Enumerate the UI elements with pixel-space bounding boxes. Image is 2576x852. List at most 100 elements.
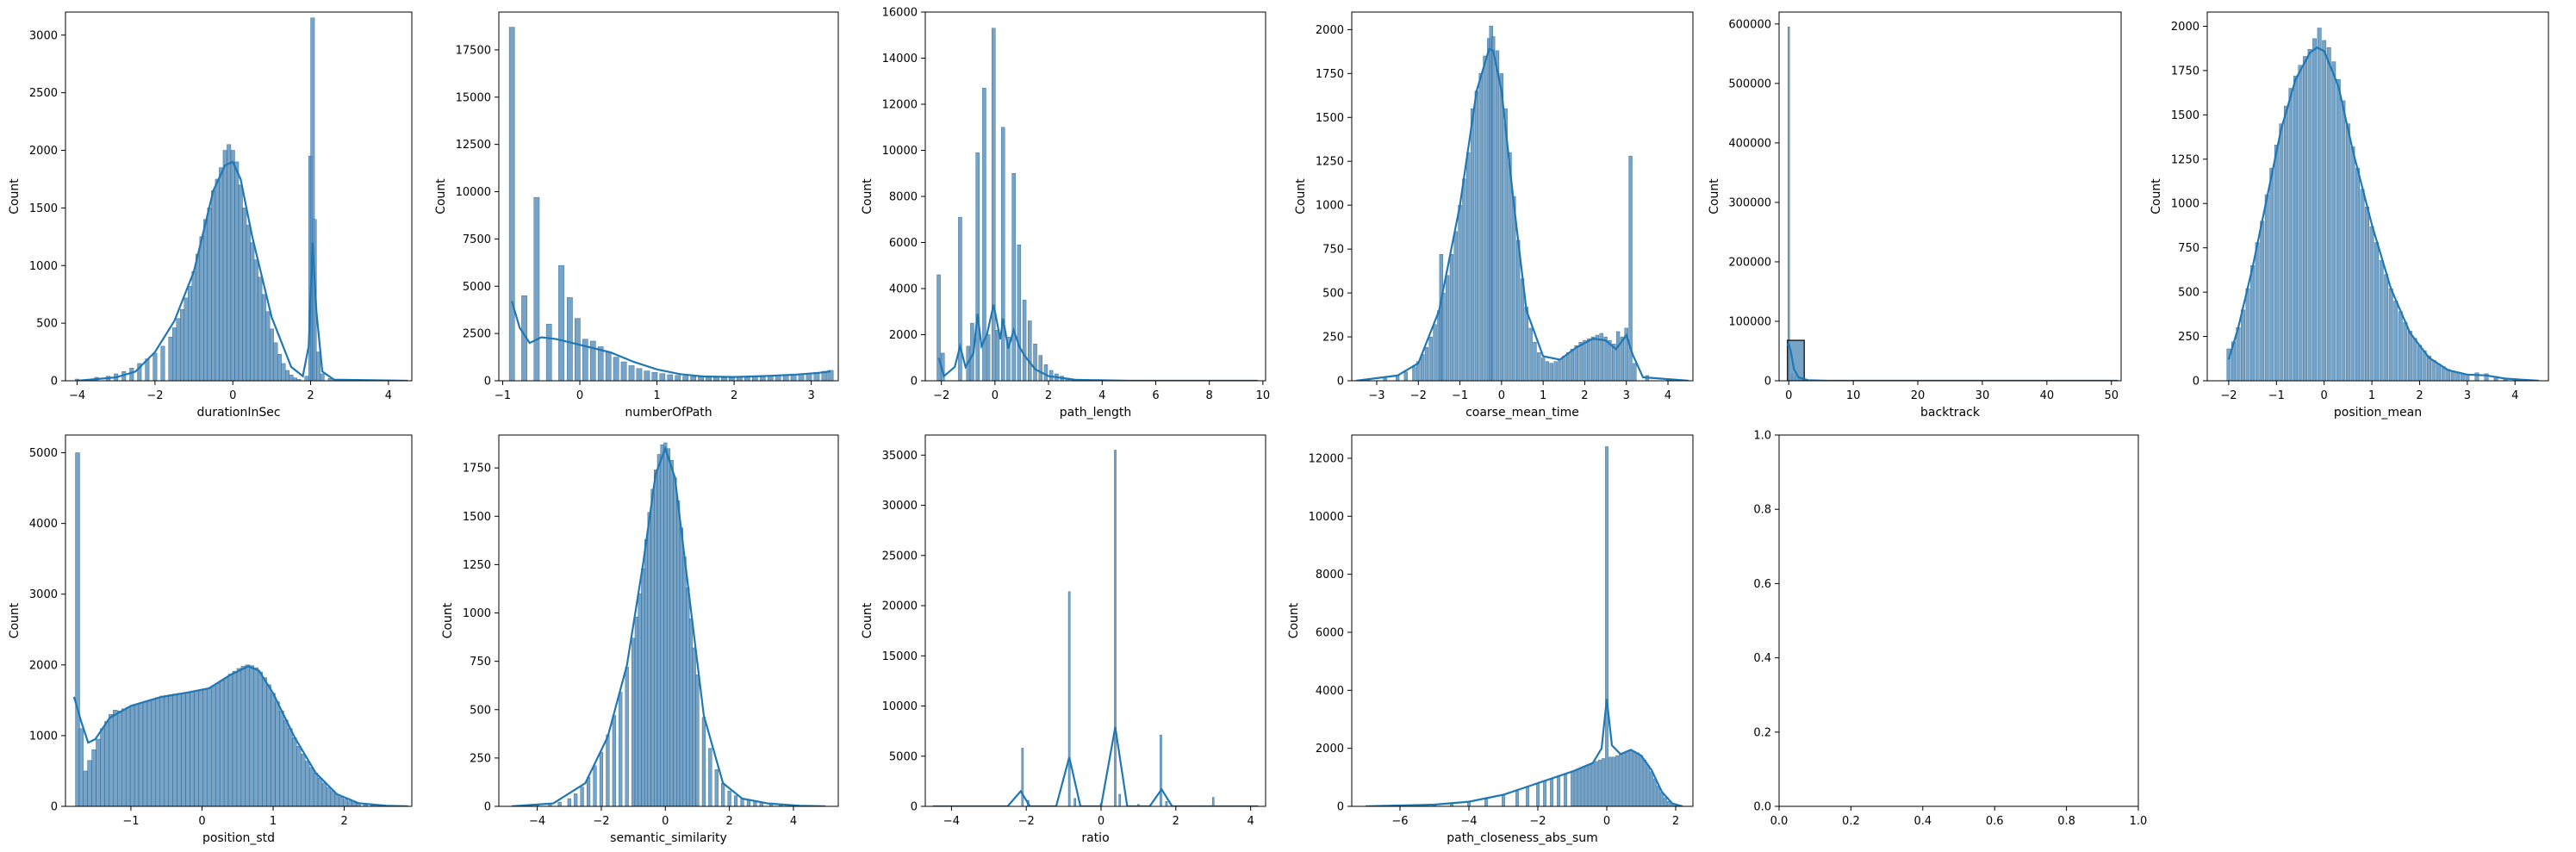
x-tick-label: 50 — [2104, 389, 2119, 402]
y-tick-label: 2000 — [889, 329, 918, 342]
histogram-bar — [1424, 347, 1429, 381]
histogram-bar — [574, 793, 578, 806]
histogram-bar — [2255, 242, 2260, 381]
histogram-bar — [619, 692, 623, 806]
histogram-bar — [986, 334, 991, 381]
histogram-bar — [634, 616, 638, 806]
histogram-bar — [151, 699, 157, 806]
y-tick-label: 0 — [484, 801, 491, 814]
x-tick-label: 2 — [1173, 815, 1179, 828]
kde-curve — [77, 160, 408, 381]
histogram-bar — [567, 297, 573, 381]
histogram-bar — [1578, 341, 1583, 381]
histogram-bar — [2374, 242, 2380, 381]
histogram-bar — [2274, 145, 2279, 381]
histogram-bar — [2293, 75, 2298, 381]
y-tick-label: 10000 — [882, 145, 918, 158]
histogram-bar — [2407, 331, 2412, 381]
y-tick-label: 4000 — [29, 518, 58, 531]
histogram-bar — [1503, 108, 1508, 381]
y-tick-label: 600000 — [1728, 18, 1771, 31]
x-tick-label: −4 — [69, 389, 85, 402]
histogram-bar — [142, 701, 148, 806]
histogram-bar — [744, 376, 750, 381]
histogram-bar — [288, 728, 293, 806]
x-tick-label: 30 — [1976, 389, 1990, 402]
histogram-bar — [2326, 47, 2331, 381]
y-tick-label: 0 — [1764, 376, 1771, 389]
histogram-bar — [688, 619, 694, 806]
y-tick-label: 4000 — [889, 283, 918, 296]
x-tick-label: −1 — [1452, 389, 1468, 402]
histogram-bar — [207, 208, 212, 381]
histogram-bar — [647, 512, 651, 806]
histogram-bar — [625, 667, 629, 806]
histogram-bar — [2307, 49, 2312, 381]
y-tick-label: 2000 — [29, 145, 58, 158]
histogram-bar — [1453, 231, 1458, 381]
histogram-bar — [690, 376, 696, 381]
x-tick-label: 10 — [1846, 389, 1861, 402]
y-tick-label: 0 — [1337, 801, 1344, 814]
histogram-bar — [1449, 254, 1454, 381]
x-tick-label: 2 — [731, 389, 737, 402]
histogram-bar — [1165, 800, 1168, 806]
histogram-bar — [1591, 762, 1595, 806]
x-tick-label: 0.4 — [1913, 815, 1932, 828]
histogram-bar — [168, 694, 173, 806]
histogram-bar — [612, 715, 616, 806]
histogram-bar — [775, 376, 781, 381]
histogram-bar — [1595, 761, 1598, 806]
x-tick-label: 0 — [662, 815, 669, 828]
kde-curve — [1355, 47, 1689, 381]
y-axis-label: Count — [8, 178, 22, 215]
histogram-bar — [597, 346, 604, 381]
x-axis-label: ratio — [1081, 831, 1109, 845]
x-tick-label: 0 — [992, 389, 999, 402]
x-tick-label: −2 — [146, 389, 163, 402]
histogram-bar — [721, 782, 725, 806]
histogram-bar — [2403, 321, 2408, 381]
y-tick-label: 2500 — [463, 328, 491, 341]
histogram-bar — [1581, 767, 1584, 806]
x-tick-label: −2 — [933, 389, 949, 402]
histogram-bar — [558, 264, 564, 381]
histogram-bar — [982, 88, 986, 381]
histogram-bar — [2279, 123, 2284, 381]
x-tick-label: 2 — [1672, 815, 1679, 828]
histogram-bar — [321, 782, 327, 806]
histogram-bar — [242, 208, 247, 381]
histogram-bar — [215, 178, 220, 381]
y-tick-label: 250 — [470, 752, 491, 765]
histogram-bar — [2365, 207, 2369, 381]
histogram-bar — [1483, 55, 1487, 381]
axes-frame — [1778, 11, 2122, 382]
axes-frame — [2206, 11, 2549, 382]
y-tick-label: 0 — [911, 376, 918, 389]
subplot-8: −4 −2 0 2 4 0 250 500 750 1000 1250 1500 1750 semanti… — [441, 434, 839, 845]
histogram-bar — [250, 242, 255, 381]
y-tick-label: 1500 — [463, 511, 491, 524]
histogram-bar — [1524, 307, 1528, 381]
y-axis-label: Count — [1287, 602, 1301, 638]
histogram-bar — [326, 787, 332, 806]
histogram-bar — [1624, 327, 1628, 381]
histogram-bar — [320, 373, 325, 381]
histogram-bar — [176, 318, 181, 381]
y-tick-label: 750 — [1322, 244, 1344, 257]
histogram-bar — [606, 734, 610, 806]
histogram-bar — [1650, 771, 1653, 806]
histogram-bar — [667, 374, 674, 381]
histogram-bar — [2298, 65, 2303, 381]
histogram-bar — [113, 710, 118, 806]
histogram-bar — [2474, 372, 2480, 381]
histogram-bar — [613, 357, 619, 381]
x-axis-label: position_mean — [2334, 406, 2422, 420]
histogram-bar — [137, 363, 142, 381]
histogram-bar — [317, 777, 323, 806]
x-axis-label: backtrack — [1920, 406, 1981, 420]
histogram-bar — [203, 219, 208, 381]
histogram-bar — [304, 761, 310, 806]
y-tick-label: 1000 — [2171, 198, 2200, 211]
histogram-bar — [240, 666, 246, 806]
